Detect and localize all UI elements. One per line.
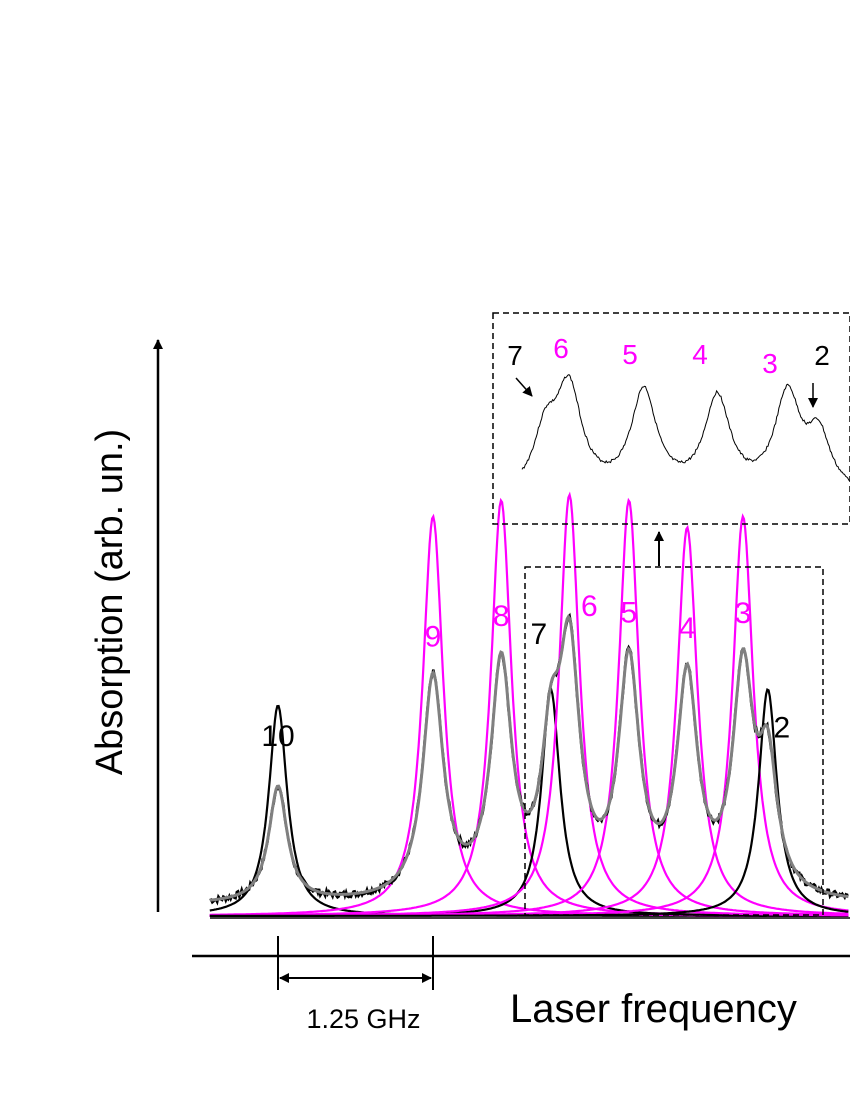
peak-label-8: 8 <box>493 600 510 633</box>
lorentzian-components <box>209 491 849 917</box>
inset-label-5: 5 <box>622 339 638 370</box>
zoom-region-box <box>524 566 824 916</box>
peak-label-4: 4 <box>679 612 696 645</box>
peak-label-2: 2 <box>773 712 790 745</box>
peak-label-5: 5 <box>621 597 638 630</box>
inset-arrow-7 <box>515 377 533 397</box>
scale-bar-label: 1.25 GHz <box>306 1004 420 1034</box>
y-axis-label: Absorption (arb. un.) <box>89 429 131 775</box>
x-axis-label: Laser frequency <box>510 987 797 1031</box>
inset-label-3: 3 <box>762 348 778 379</box>
peak-label-6: 6 <box>581 590 598 623</box>
peak-label-9: 9 <box>425 621 442 654</box>
inset-label-7: 7 <box>507 340 523 371</box>
component-curve-2 <box>209 687 849 917</box>
peak-label-3: 3 <box>735 597 752 630</box>
inset-spectrum <box>521 373 850 481</box>
peak-label-10: 10 <box>261 720 294 753</box>
inset-label-6: 6 <box>553 333 569 364</box>
inset-label-4: 4 <box>692 339 708 370</box>
peak-label-7: 7 <box>530 618 547 651</box>
inset-box <box>492 312 850 525</box>
inset-label-2: 2 <box>814 340 830 371</box>
fit-total-curve <box>209 613 849 902</box>
scale-bar: 1.25 GHz <box>277 936 434 1034</box>
